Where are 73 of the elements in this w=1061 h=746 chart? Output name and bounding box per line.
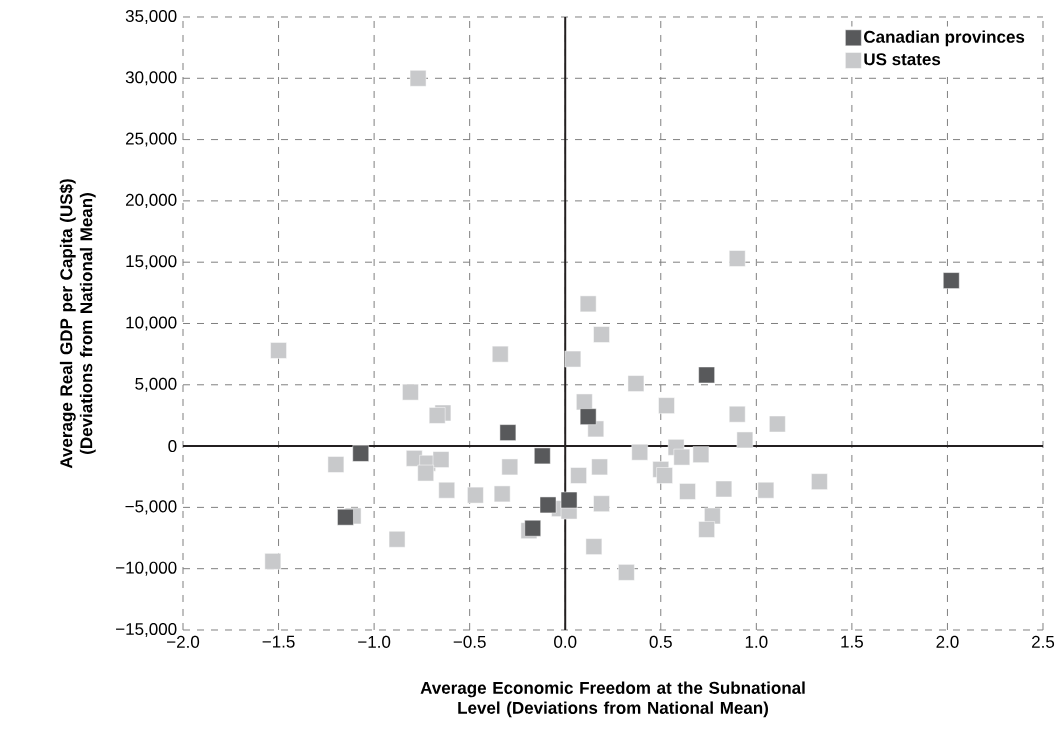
x-tick-label: −2.0 [167,635,200,648]
point [591,458,608,476]
y-tick-label: −5,000 [125,500,177,515]
point [564,350,582,368]
point [698,521,715,538]
x-tick-label: 0.5 [649,635,672,648]
point [593,326,610,343]
point [539,496,557,514]
y-axis-title: Average Real GDP per Capita (US$) (Deviations from National Mean) [59,179,96,469]
point [736,431,754,449]
point [270,342,287,359]
point [579,408,597,425]
y-tick-label: −10,000 [116,561,177,576]
point [264,553,282,570]
point [679,483,696,500]
x-tick-label: 0.0 [554,635,577,648]
point [499,424,517,441]
legend-label: Canadian provinces [864,30,1025,47]
point [593,495,610,512]
point [757,481,775,499]
point [692,446,710,463]
point [402,383,419,401]
point [493,485,511,503]
point [409,70,427,87]
point [631,443,649,461]
y-tick-label: 5,000 [135,377,177,392]
legend-label: US states [864,53,941,66]
y-tick-label: 10,000 [126,316,177,331]
point [576,393,593,411]
point [570,467,587,484]
x-tick-label: 1.0 [745,635,768,648]
point [534,447,551,465]
point [715,480,733,498]
point [658,397,675,414]
point [467,486,484,504]
point [388,531,406,548]
x-tick-label: −1.0 [358,635,391,648]
point [524,519,541,537]
point [492,345,509,363]
point [811,473,828,490]
point [501,458,519,476]
x-tick-label: −0.5 [453,635,486,648]
y-tick-label: −15,000 [116,622,177,638]
point [327,456,345,473]
x-tick-label: 2.0 [936,635,959,648]
point [728,405,746,423]
point [698,366,715,384]
x-tick-label: 1.5 [841,635,863,648]
y-tick-label: 30,000 [125,71,177,86]
point [352,445,369,462]
x-tick-label: −1.5 [262,635,295,648]
point [337,508,354,526]
point [560,491,578,509]
point [627,375,645,392]
point [728,250,746,267]
point [673,448,691,466]
y-tick-label: 20,000 [126,193,177,208]
y-tick-label: 25,000 [126,132,177,147]
x-axis-title: Average Economic Freedom at the Subnational Level (Deviations from National Mean) [420,681,805,718]
point [579,295,597,313]
x-tick-label: 2.5 [1032,635,1055,648]
point [438,481,455,499]
point [656,467,673,484]
point [585,538,603,555]
point [618,564,635,581]
y-tick-label: 15,000 [126,255,177,270]
point [943,272,960,289]
y-tick-label: 0 [168,440,177,453]
y-tick-label: 35,000 [125,9,177,25]
point [769,415,786,433]
point [432,451,450,468]
point [417,464,434,482]
point [428,407,446,424]
